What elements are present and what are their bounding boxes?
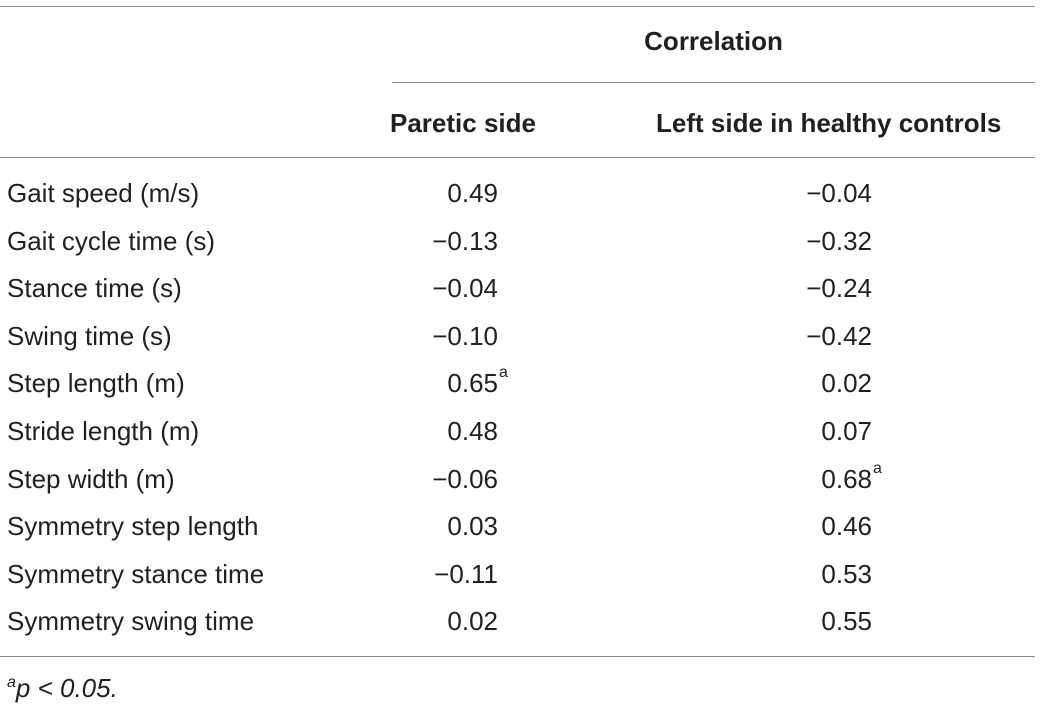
column-header-controls: Left side in healthy controls [656,108,1002,138]
paretic-value: 0.49 [392,178,498,208]
paretic-value: −0.06 [392,464,498,494]
paretic-value: −0.11 [392,559,498,589]
row-label: Swing time (s) [7,321,172,351]
control-value: 0.46 [760,511,872,541]
paretic-value: −0.10 [392,321,498,351]
paretic-value: 0.02 [392,606,498,636]
paretic-value: 0.65 a [392,364,508,399]
paretic-value-text: −0.04 [432,273,498,303]
paretic-value-text: 0.48 [447,416,498,446]
control-value-text: 0.02 [821,368,872,398]
paretic-value-text: −0.06 [432,464,498,494]
control-value: 0.07 [760,416,872,446]
control-value-text: −0.04 [806,178,872,208]
control-value-text: −0.24 [806,273,872,303]
control-value-text: 0.53 [821,559,872,589]
paretic-value-text: 0.03 [447,511,498,541]
paretic-value-text: 0.49 [447,178,498,208]
control-value: −0.04 [760,178,872,208]
significance-mark: a [873,460,882,477]
control-value: −0.24 [760,273,872,303]
control-value: 0.53 [760,559,872,589]
significance-mark: a [499,364,508,381]
row-label: Stride length (m) [7,416,200,446]
footnote-mark: a [7,674,16,691]
table-footnote: ap < 0.05. [7,668,118,703]
paretic-value: −0.04 [392,273,498,303]
paretic-value-text: −0.13 [432,226,498,256]
row-label: Gait cycle time (s) [7,226,216,256]
column-group-title: Correlation [644,26,783,56]
column-header-paretic: Paretic side [390,108,536,138]
table-top-rule [0,6,1035,7]
paretic-value: 0.03 [392,511,498,541]
control-value: −0.42 [760,321,872,351]
control-value-text: 0.68 a [821,460,882,495]
paretic-value: 0.48 [392,416,498,446]
control-value: 0.02 [760,368,872,398]
row-label: Symmetry swing time [7,606,255,636]
row-label: Step length (m) [7,368,185,398]
control-value: 0.55 [760,606,872,636]
paretic-value-text: −0.11 [434,559,498,589]
paretic-value-text: −0.10 [432,321,498,351]
column-group-rule [392,82,1035,83]
paretic-value-text: 0.02 [447,606,498,636]
control-value: −0.32 [760,226,872,256]
row-label: Symmetry stance time [7,559,265,589]
row-label: Step width (m) [7,464,175,494]
control-value-text: 0.07 [821,416,872,446]
control-value-text: 0.55 [821,606,872,636]
control-value: 0.68 a [760,460,882,495]
row-label: Symmetry step length [7,511,259,541]
paretic-value: −0.13 [392,226,498,256]
table-bottom-rule [0,656,1035,657]
footnote-text: p < 0.05. [15,673,118,703]
control-value-text: −0.42 [806,321,872,351]
header-rule [0,157,1035,158]
control-value-text: −0.32 [806,226,872,256]
row-label: Stance time (s) [7,273,182,303]
row-label: Gait speed (m/s) [7,178,200,208]
control-value-text: 0.46 [821,511,872,541]
paretic-value-text: 0.65 a [447,364,508,399]
